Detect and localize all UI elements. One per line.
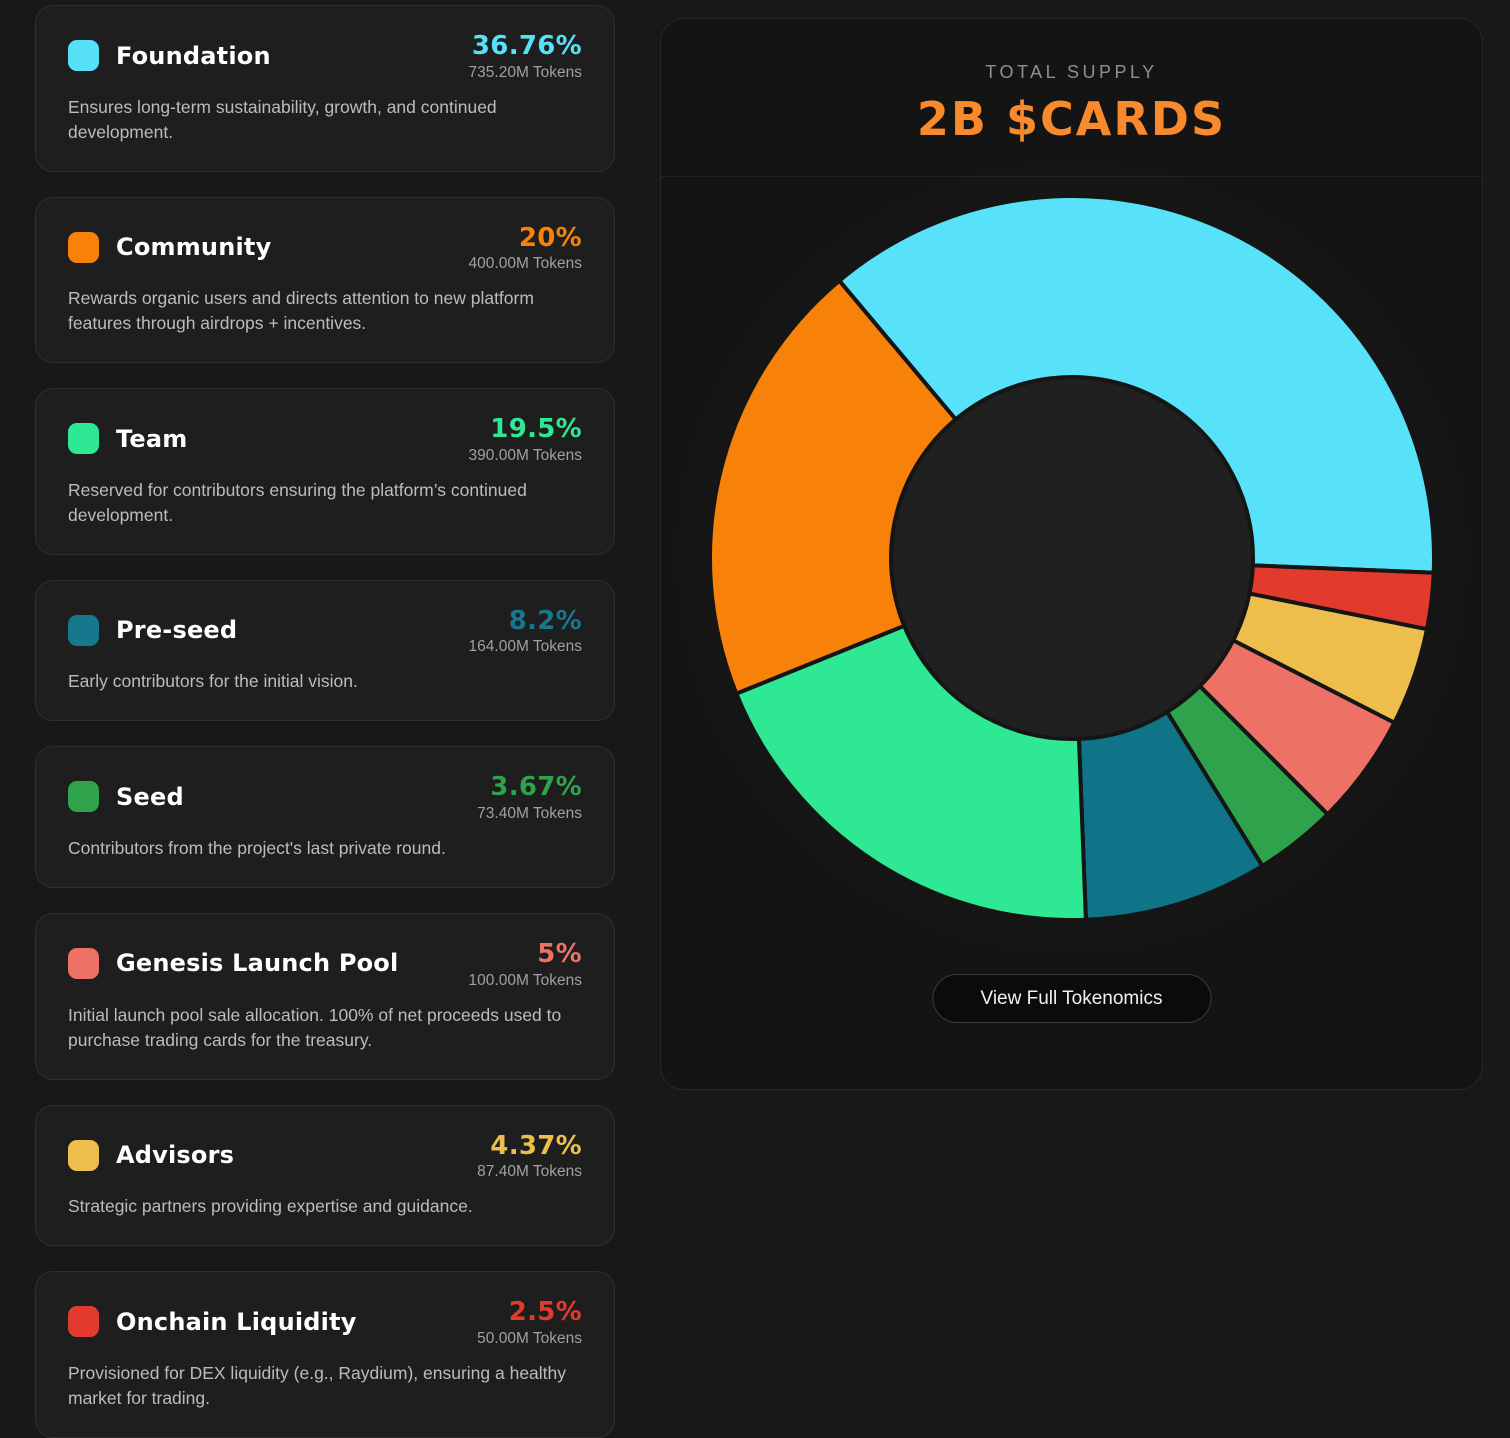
allocation-card-header: Advisors 4.37% 87.40M Tokens bbox=[68, 1130, 582, 1182]
allocation-tokens: 400.00M Tokens bbox=[468, 255, 582, 273]
allocation-tokens: 50.00M Tokens bbox=[477, 1329, 582, 1347]
allocation-card-header: Foundation 36.76% 735.20M Tokens bbox=[68, 32, 582, 82]
color-swatch bbox=[68, 947, 99, 979]
allocation-name: Foundation bbox=[116, 41, 271, 70]
allocation-card-seed: Seed 3.67% 73.40M Tokens Contributors fr… bbox=[35, 746, 615, 888]
donut-slice-foundation[interactable] bbox=[837, 193, 1436, 575]
allocation-card-header: Onchain Liquidity 2.5% 50.00M Tokens bbox=[68, 1298, 582, 1348]
allocation-name: Seed bbox=[116, 782, 184, 811]
allocation-card-team: Team 19.5% 390.00M Tokens Reserved for c… bbox=[35, 388, 615, 555]
allocation-card-header: Seed 3.67% 73.40M Tokens bbox=[68, 773, 582, 823]
allocation-name: Community bbox=[116, 233, 272, 262]
donut-slice-team[interactable] bbox=[734, 623, 1088, 922]
color-swatch bbox=[68, 781, 99, 813]
allocation-percent: 36.76% bbox=[471, 31, 582, 61]
allocation-description: Ensures long-term sustainability, growth… bbox=[68, 96, 497, 142]
allocation-tokens: 390.00M Tokens bbox=[468, 446, 582, 464]
allocation-percent: 5% bbox=[537, 938, 582, 969]
allocation-card-genesis-launch-pool: Genesis Launch Pool 5% 100.00M Tokens In… bbox=[35, 912, 615, 1080]
allocation-description: Reserved for contributors ensuring the p… bbox=[68, 479, 527, 525]
donut-slice-community[interactable] bbox=[708, 278, 958, 696]
supply-panel: TOTAL SUPPLY 2B $CARDS View Full Tokenom… bbox=[660, 18, 1483, 1090]
donut-chart[interactable] bbox=[702, 188, 1442, 928]
tokenomics-section: Foundation 36.76% 735.20M Tokens Ensures… bbox=[35, 5, 1483, 1438]
allocation-description: Provisioned for DEX liquidity (e.g., Ray… bbox=[68, 1362, 567, 1408]
allocation-name: Onchain Liquidity bbox=[116, 1307, 357, 1336]
allocation-description: Strategic partners providing expertise a… bbox=[68, 1196, 473, 1217]
allocation-percent: 20% bbox=[518, 222, 582, 253]
allocation-name: Pre-seed bbox=[116, 616, 238, 645]
allocation-card-foundation: Foundation 36.76% 735.20M Tokens Ensures… bbox=[35, 5, 615, 172]
allocation-card-header: Community 20% 400.00M Tokens bbox=[68, 222, 582, 274]
allocation-card-pre-seed: Pre-seed 8.2% 164.00M Tokens Early contr… bbox=[35, 579, 615, 722]
allocation-card-onchain-liquidity: Onchain Liquidity 2.5% 50.00M Tokens Pro… bbox=[35, 1271, 615, 1438]
color-swatch bbox=[68, 231, 99, 263]
allocation-name: Genesis Launch Pool bbox=[116, 949, 399, 978]
allocation-card-header: Genesis Launch Pool 5% 100.00M Tokens bbox=[68, 940, 582, 990]
color-swatch bbox=[68, 1139, 99, 1171]
allocation-description: Initial launch pool sale allocation. 100… bbox=[68, 1004, 562, 1050]
color-swatch bbox=[68, 1306, 99, 1338]
allocation-percent: 19.5% bbox=[490, 414, 582, 445]
color-swatch bbox=[68, 423, 99, 455]
allocation-percent: 8.2% bbox=[508, 605, 582, 636]
allocation-list: Foundation 36.76% 735.20M Tokens Ensures… bbox=[35, 5, 615, 1438]
supply-header: TOTAL SUPPLY 2B $CARDS bbox=[661, 19, 1482, 177]
total-supply-label: TOTAL SUPPLY bbox=[985, 61, 1158, 82]
allocation-name: Advisors bbox=[116, 1141, 235, 1170]
view-full-tokenomics-button[interactable]: View Full Tokenomics bbox=[932, 974, 1211, 1023]
color-swatch bbox=[68, 614, 99, 646]
allocation-tokens: 87.40M Tokens bbox=[477, 1163, 582, 1181]
allocation-tokens: 100.00M Tokens bbox=[468, 971, 582, 989]
allocation-description: Rewards organic users and directs attent… bbox=[68, 288, 534, 334]
allocation-description: Early contributors for the initial visio… bbox=[68, 671, 358, 692]
allocation-card-header: Team 19.5% 390.00M Tokens bbox=[68, 415, 582, 465]
allocation-percent: 2.5% bbox=[508, 1297, 582, 1328]
allocation-tokens: 735.20M Tokens bbox=[468, 63, 582, 81]
color-swatch bbox=[68, 40, 99, 71]
allocation-description: Contributors from the project's last pri… bbox=[68, 837, 446, 858]
allocation-tokens: 164.00M Tokens bbox=[468, 638, 582, 656]
allocation-tokens: 73.40M Tokens bbox=[477, 804, 582, 822]
allocation-percent: 4.37% bbox=[490, 1130, 582, 1161]
allocation-card-community: Community 20% 400.00M Tokens Rewards org… bbox=[35, 196, 615, 364]
allocation-percent: 3.67% bbox=[490, 772, 582, 803]
allocation-card-advisors: Advisors 4.37% 87.40M Tokens Strategic p… bbox=[35, 1104, 615, 1247]
allocation-card-header: Pre-seed 8.2% 164.00M Tokens bbox=[68, 607, 582, 657]
total-supply-value: 2B $CARDS bbox=[916, 91, 1227, 146]
allocation-name: Team bbox=[116, 424, 188, 453]
